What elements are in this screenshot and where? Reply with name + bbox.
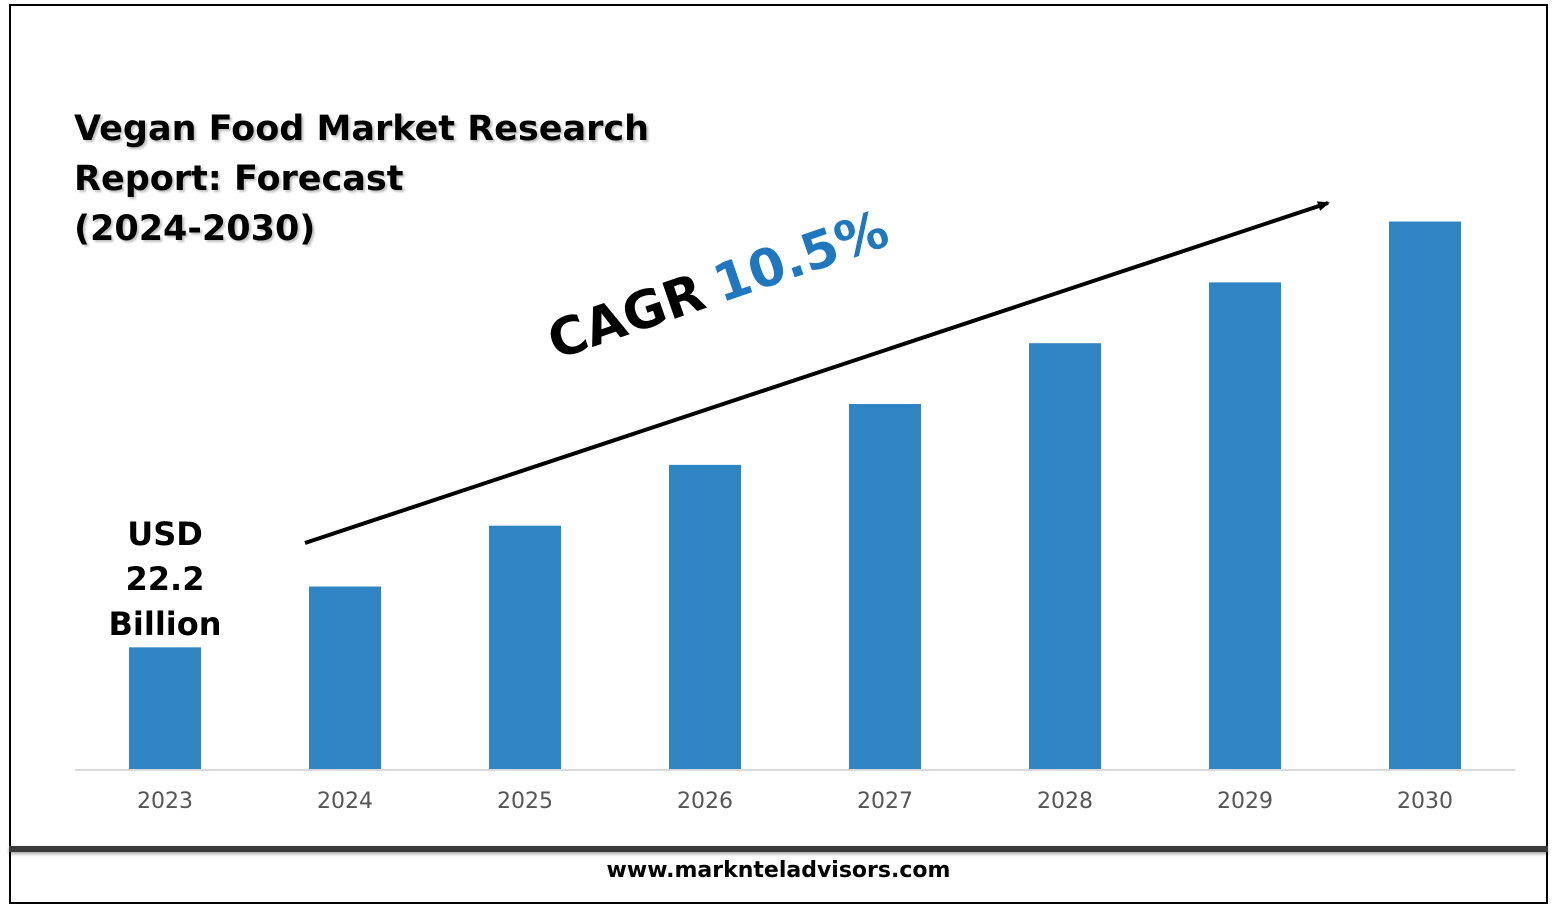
bar-2026 [669, 464, 741, 769]
bar-2025 [489, 525, 561, 769]
x-tick-label-2029: 2029 [1217, 789, 1273, 814]
bar-2024 [309, 586, 381, 769]
x-tick-label-2024: 2024 [317, 789, 373, 814]
start-value-annotation: USD 22.2 Billion [104, 512, 226, 647]
footer-divider [9, 846, 1548, 852]
bar-2028 [1029, 343, 1101, 769]
bars-group [129, 221, 1461, 770]
title-line-1: Vegan Food Market Research [74, 109, 650, 149]
x-tick-label-2023: 2023 [137, 789, 193, 814]
title-line-2: Report: Forecast [74, 159, 404, 199]
x-tick-label-2025: 2025 [497, 789, 553, 814]
bar-2029 [1209, 282, 1281, 769]
cagr-trend-arrow [304, 201, 1330, 545]
footer-url: www.marknteladvisors.com [606, 858, 951, 883]
x-tick-label-2027: 2027 [857, 789, 913, 814]
bar-2023 [129, 647, 201, 769]
bar-2027 [849, 404, 921, 769]
x-tick-label-2028: 2028 [1037, 789, 1093, 814]
chart-frame [9, 4, 1548, 904]
start-value-scale: Billion [108, 605, 222, 643]
start-value-unit: USD [127, 515, 203, 553]
x-tick-labels: 2023 2024 2025 2026 2027 2028 2029 2030 [137, 789, 1453, 814]
bar-2030 [1389, 221, 1461, 770]
title-line-3: (2024-2030) [74, 209, 316, 249]
chart-title: Vegan Food Market Research Report: Forec… [74, 104, 649, 254]
start-value-number: 22.2 [125, 560, 205, 598]
x-tick-label-2026: 2026 [677, 789, 733, 814]
x-tick-label-2030: 2030 [1397, 789, 1453, 814]
